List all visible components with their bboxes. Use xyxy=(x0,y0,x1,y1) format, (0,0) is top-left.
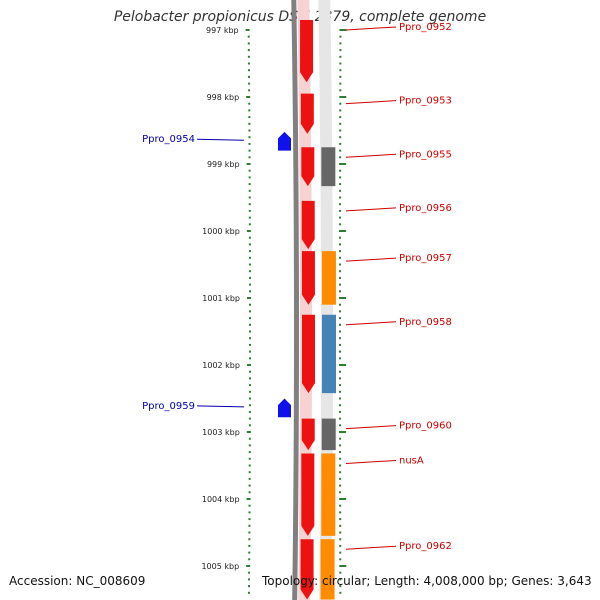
scale-tick-label: 997 kbp xyxy=(206,26,239,35)
forward-cds-arrow xyxy=(301,147,315,187)
gene-label-connector xyxy=(345,321,397,326)
forward-cds-arrow xyxy=(300,19,314,83)
gene-label: Ppro_0954 xyxy=(142,134,195,145)
gene-label: Ppro_0959 xyxy=(142,401,195,412)
cog-category-block xyxy=(321,251,336,305)
gene-label-connector xyxy=(345,207,397,212)
gene-label-connector xyxy=(345,257,397,262)
cog-category-block xyxy=(320,539,335,600)
gene-label-connector xyxy=(345,100,397,105)
scale-tick-label: 1005 kbp xyxy=(201,562,239,571)
gene-label: Ppro_0953 xyxy=(399,96,452,107)
gene-label-connector xyxy=(345,425,397,430)
gene-label: Ppro_0955 xyxy=(399,149,452,160)
cog-category-block xyxy=(321,147,336,187)
scale-tick-label: 998 kbp xyxy=(207,93,240,102)
cog-category-block xyxy=(321,314,336,394)
gene-label-connector xyxy=(345,153,397,158)
scale-tick-label: 1003 kbp xyxy=(202,428,240,437)
forward-cds-arrow xyxy=(301,314,315,394)
scale-tick-label: 999 kbp xyxy=(207,160,240,169)
accession-label: Accession: NC_008609 xyxy=(9,574,146,588)
gene-label: Ppro_0952 xyxy=(399,22,452,33)
forward-cds-arrow xyxy=(301,200,315,250)
gene-label: Ppro_0962 xyxy=(399,541,452,552)
forward-cds-arrow xyxy=(301,251,315,305)
reverse-cds-arrow xyxy=(278,398,291,418)
backbone-line xyxy=(291,0,299,600)
forward-cds-arrow xyxy=(301,418,315,451)
scale-tick-label: 1002 kbp xyxy=(202,361,240,370)
gene-label-connector xyxy=(345,26,397,31)
gene-label: Ppro_0957 xyxy=(399,253,452,264)
gene-label: nusA xyxy=(399,455,424,466)
reverse-cds-arrow xyxy=(278,131,291,151)
scale-tick-label: 1001 kbp xyxy=(202,294,240,303)
gene-label: Ppro_0958 xyxy=(399,317,452,328)
gene-label-connector xyxy=(345,459,397,464)
scale-tick-label: 1004 kbp xyxy=(202,495,240,504)
forward-cds-arrow xyxy=(301,453,315,536)
cog-category-block xyxy=(321,453,336,536)
gene-label-connector xyxy=(345,545,397,550)
cog-category-block xyxy=(321,418,336,451)
gene-label: Ppro_0956 xyxy=(399,203,452,214)
scale-tick-label: 1000 kbp xyxy=(202,227,240,236)
gene-label-connector xyxy=(196,138,245,141)
topology-summary: Topology: circular; Length: 4,008,000 bp… xyxy=(262,574,592,588)
gene-label: Ppro_0960 xyxy=(399,421,452,432)
forward-cds-arrow xyxy=(300,539,314,600)
forward-cds-arrow xyxy=(300,93,314,134)
gene-label-connector xyxy=(196,405,245,408)
